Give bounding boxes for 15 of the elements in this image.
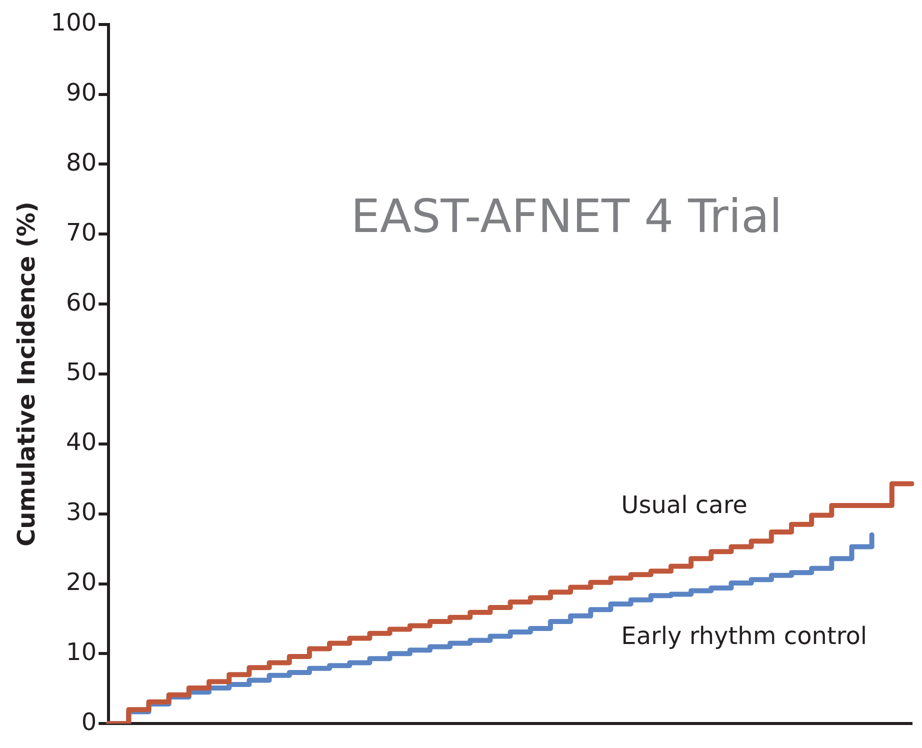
y-tick-label: 30 (66, 498, 97, 526)
y-tick-label: 10 (66, 638, 97, 666)
y-tick-label: 90 (66, 78, 97, 107)
y-tick-label: 40 (66, 428, 97, 456)
y-tick-label: 50 (66, 358, 97, 386)
y-tick-label: 80 (66, 148, 97, 176)
y-tick-label: 20 (66, 568, 97, 596)
y-axis-title: Cumulative Incidence (%) (12, 201, 41, 547)
y-tick-label: 0 (81, 708, 97, 736)
series-label: Early rhythm control (621, 622, 868, 650)
y-tick-label: 70 (66, 218, 97, 246)
y-tick-label: 60 (66, 288, 97, 316)
series-label: Usual care (621, 490, 748, 519)
y-tick-label: 100 (50, 8, 97, 37)
text: EAST-AFNET 4 Trial (350, 189, 782, 244)
